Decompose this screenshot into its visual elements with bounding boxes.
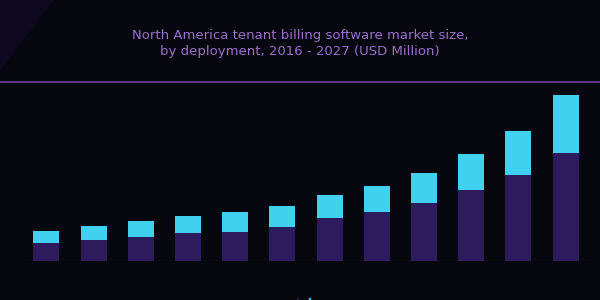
Bar: [269, 206, 295, 227]
Bar: [317, 195, 343, 218]
Bar: [505, 131, 532, 175]
Bar: [34, 243, 59, 261]
Bar: [458, 190, 484, 261]
Bar: [364, 186, 390, 212]
Bar: [553, 153, 578, 261]
Bar: [222, 212, 248, 232]
Bar: [411, 172, 437, 203]
Bar: [175, 233, 201, 261]
Bar: [364, 212, 390, 261]
Bar: [269, 227, 295, 261]
Bar: [553, 95, 578, 153]
Bar: [175, 216, 201, 233]
Bar: [34, 231, 59, 243]
Bar: [505, 175, 532, 261]
Polygon shape: [0, 0, 54, 71]
Bar: [80, 240, 107, 261]
Bar: [317, 218, 343, 261]
Text: North America tenant billing software market size,
by deployment, 2016 - 2027 (U: North America tenant billing software ma…: [132, 28, 468, 58]
Bar: [128, 237, 154, 261]
Bar: [128, 220, 154, 237]
Bar: [411, 203, 437, 261]
Bar: [80, 226, 107, 240]
Bar: [222, 232, 248, 261]
Legend: On-premise, Cloud: On-premise, Cloud: [297, 298, 315, 299]
Bar: [458, 154, 484, 190]
